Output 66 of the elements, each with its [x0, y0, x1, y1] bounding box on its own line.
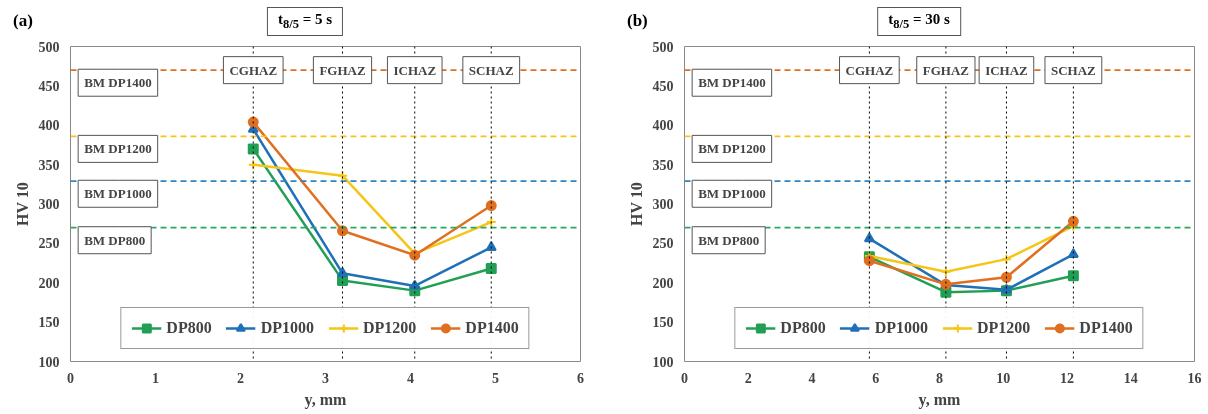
ref-line-label: CGHAZ: [845, 62, 894, 78]
legend-label: DP1400: [465, 319, 519, 337]
ref-line-label: BM DP1400: [698, 75, 766, 91]
ref-line-label: BM DP800: [84, 232, 146, 248]
y-tick-label: 200: [38, 275, 60, 291]
y-tick-label: 100: [652, 354, 674, 370]
x-axis-title: y, mm: [918, 390, 962, 409]
ref-line-label: FGHAZ: [922, 62, 970, 78]
text: (b): [627, 10, 648, 32]
x-tick-label: 12: [1060, 370, 1074, 386]
legend-label: DP800: [780, 319, 826, 337]
ref-line-label: SCHAZ: [1050, 62, 1097, 78]
x-tick-label: 2: [237, 370, 244, 386]
ref-line-label: ICHAZ: [393, 62, 437, 78]
y-tick-label: 250: [38, 236, 60, 252]
y-tick-label: 450: [38, 78, 60, 94]
x-tick-label: 5: [492, 370, 499, 386]
x-tick-label: 16: [1187, 370, 1202, 386]
x-tick-label: 4: [407, 370, 414, 386]
ref-line-label: FGHAZ: [319, 62, 366, 78]
y-axis-title: HV 10: [627, 182, 645, 226]
ref-line-label: SCHAZ: [468, 62, 514, 78]
ref-line-label: BM DP1200: [698, 141, 766, 157]
legend-label: DP1000: [874, 319, 928, 337]
text: (a): [13, 10, 33, 32]
x-tick-label: 4: [808, 370, 816, 386]
y-tick-label: 300: [38, 197, 60, 212]
ref-line-label: BM DP1000: [698, 186, 766, 202]
y-tick-label: 300: [652, 197, 674, 212]
y-tick-label: 400: [38, 118, 60, 134]
x-tick-label: 1: [152, 370, 159, 386]
y-tick-label: 100: [38, 354, 60, 370]
legend-label: DP1200: [977, 319, 1031, 337]
legend-label: DP1400: [1079, 319, 1133, 337]
y-axis-title: HV 10: [13, 182, 31, 226]
x-tick-label: 3: [322, 370, 329, 386]
y-tick-label: 450: [652, 78, 674, 94]
ref-line-label: BM DP1000: [84, 186, 152, 202]
x-tick-label: 8: [936, 370, 943, 386]
y-tick-label: 500: [652, 39, 674, 55]
y-tick-label: 200: [652, 275, 674, 291]
legend-label: DP1000: [260, 319, 314, 337]
x-tick-label: 6: [577, 370, 584, 386]
y-tick-label: 150: [38, 315, 60, 331]
x-tick-label: 0: [681, 370, 688, 386]
y-tick-label: 150: [652, 315, 674, 331]
x-tick-label: 14: [1123, 370, 1138, 386]
ref-line-label: BM DP1200: [84, 141, 152, 157]
x-tick-label: 10: [996, 370, 1011, 386]
ref-line-label: BM DP800: [698, 232, 760, 248]
y-tick-label: 500: [38, 39, 60, 55]
ref-line-label: CGHAZ: [229, 62, 278, 78]
legend-label: DP1200: [363, 319, 417, 337]
x-tick-label: 0: [67, 370, 74, 386]
y-tick-label: 400: [652, 118, 674, 134]
chart-title: t$_{8/5}$ = 30 s: [877, 7, 961, 36]
ref-line-label: BM DP1400: [84, 75, 152, 91]
chart-title: t$_{8/5}$ = 5 s: [266, 7, 344, 36]
x-tick-label: 2: [744, 370, 752, 386]
ref-line-label: ICHAZ: [985, 62, 1029, 78]
x-tick-label: 6: [872, 370, 880, 386]
y-tick-label: 250: [652, 236, 674, 252]
legend-label: DP800: [166, 319, 212, 337]
y-tick-label: 350: [652, 157, 674, 173]
x-axis-title: y, mm: [304, 390, 348, 409]
y-tick-label: 350: [38, 157, 60, 173]
